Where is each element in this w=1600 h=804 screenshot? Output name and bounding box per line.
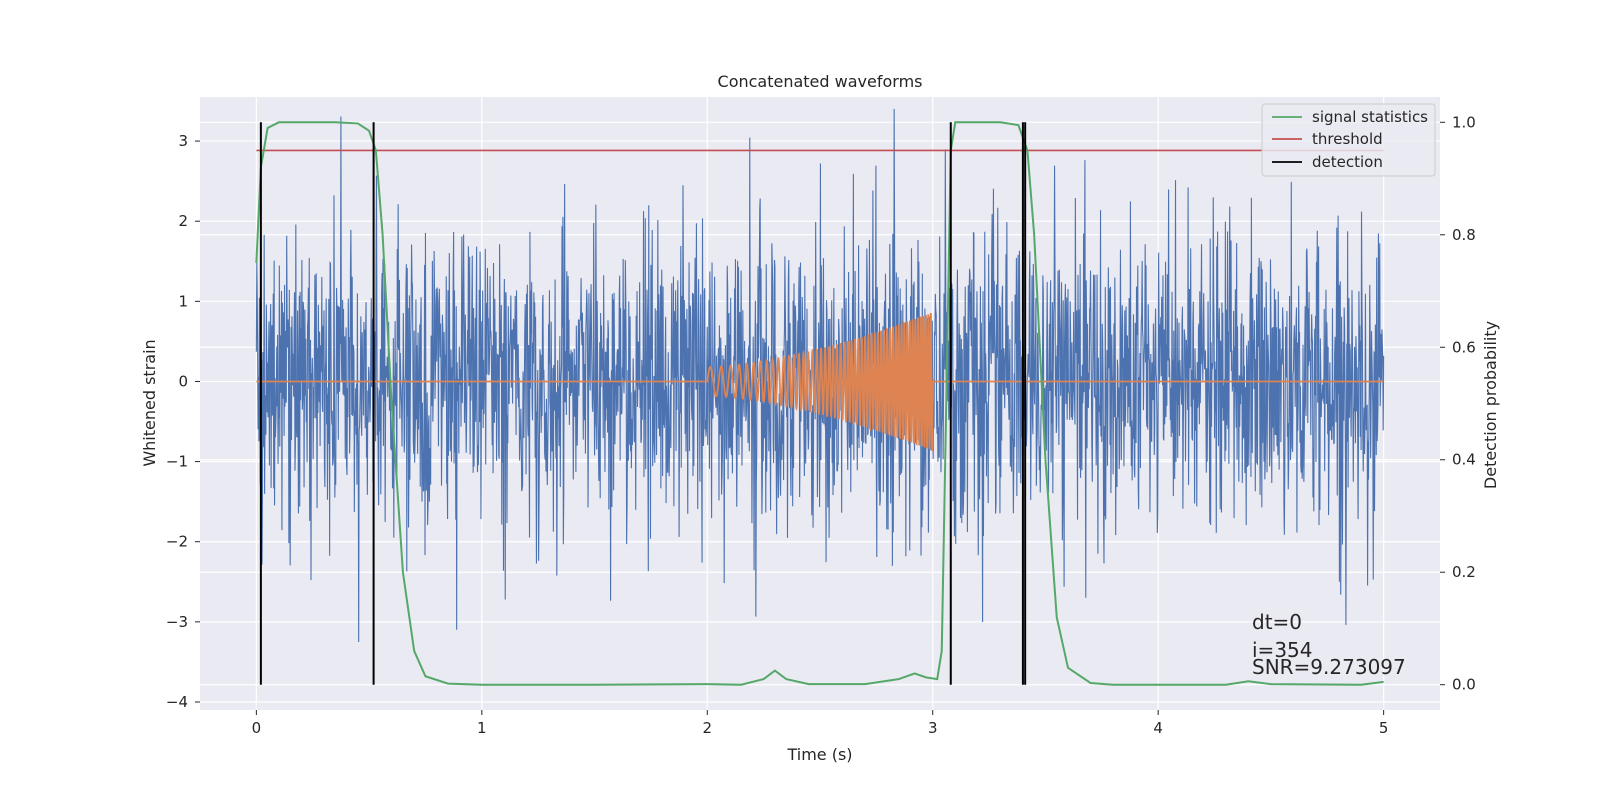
data-layer	[255, 109, 1385, 686]
x-tick-label: 4	[1153, 719, 1163, 737]
y-tick-label: 2	[178, 212, 188, 230]
annotation-snr: SNR=9.273097	[1252, 655, 1406, 679]
y2-tick-label: 0.8	[1452, 226, 1476, 244]
y-tick-label: −1	[166, 453, 188, 471]
y2-tick-label: 0.4	[1452, 451, 1476, 469]
x-tick-label: 3	[928, 719, 938, 737]
x-tick-label: 5	[1379, 719, 1389, 737]
y2-tick-label: 1.0	[1452, 113, 1476, 131]
annotation-index: i=354	[1252, 638, 1313, 662]
legend-frame	[1261, 103, 1436, 177]
x-tick-label: 1	[477, 719, 487, 737]
y-tick-label: 3	[178, 132, 188, 150]
y2-axis-label: Detection probability	[1481, 321, 1500, 489]
y2-tick-label: 0.0	[1452, 676, 1476, 694]
y-tick-label: 1	[178, 292, 188, 310]
y2-tick-label: 0.2	[1452, 563, 1476, 581]
annotation-dt: dt=0	[1252, 610, 1302, 634]
legend-label-detection: detection	[1312, 153, 1383, 171]
y2-tick-label: 0.6	[1452, 338, 1476, 356]
y-tick-label: 0	[178, 372, 188, 390]
x-axis-label: Time (s)	[786, 745, 852, 764]
template-waveform-line	[256, 312, 1384, 451]
x-tick-label: 0	[252, 719, 262, 737]
y-tick-label: −2	[166, 533, 188, 551]
legend-label-signal-statistics: signal statistics	[1312, 108, 1428, 126]
legend: signal statistics threshold detection	[1261, 103, 1436, 177]
y-tick-label: −4	[166, 693, 188, 711]
legend-label-threshold: threshold	[1312, 130, 1383, 148]
chart-title: Concatenated waveforms	[718, 72, 923, 91]
y-tick-label: −3	[166, 613, 188, 631]
ticks: 0 1 2 3 4 5 −4 −3 −2 −1 0 1 2 3 0.0 0.2 0.4 0.6 0.8 1.0	[166, 113, 1476, 737]
x-tick-label: 2	[702, 719, 712, 737]
y-axis-label: Whitened strain	[140, 339, 159, 466]
